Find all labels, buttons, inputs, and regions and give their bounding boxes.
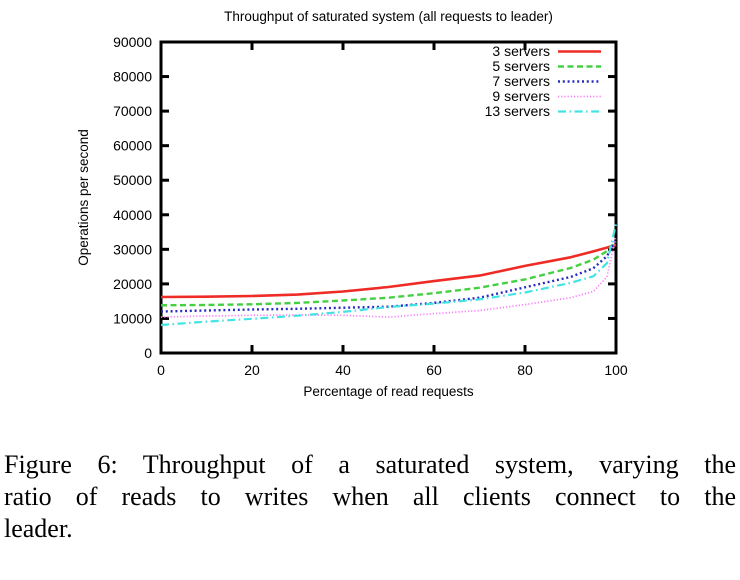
caption-line-3: leader. <box>4 514 73 543</box>
chart-title: Throughput of saturated system (all requ… <box>224 9 553 24</box>
series-line-9-servers <box>160 236 617 318</box>
x-tick-label: 60 <box>426 362 442 378</box>
legend-label-5-servers: 5 servers <box>492 58 550 74</box>
caption-line-2: ratio of reads to writes when all client… <box>4 482 736 511</box>
y-tick-label: 20000 <box>113 276 152 292</box>
y-tick-label: 30000 <box>113 241 152 257</box>
x-tick-label: 80 <box>517 362 533 378</box>
y-tick-label: 90000 <box>113 34 152 50</box>
x-tick-label: 40 <box>335 362 351 378</box>
plot-frame <box>159 40 618 355</box>
y-axis-label: Operations per second <box>76 129 91 266</box>
y-tick-label: 50000 <box>113 172 152 188</box>
throughput-chart: Throughput of saturated system (all requ… <box>76 9 628 399</box>
figure-caption: Figure 6: Throughput of a saturated syst… <box>0 449 740 545</box>
y-tick-label: 0 <box>144 345 152 361</box>
legend-label-3-servers: 3 servers <box>492 43 550 59</box>
x-axis-label: Percentage of read requests <box>303 384 474 399</box>
y-tick-label: 70000 <box>113 103 152 119</box>
y-tick-label: 80000 <box>113 69 152 85</box>
y-tick-label: 60000 <box>113 138 152 154</box>
x-tick-label: 100 <box>604 362 628 378</box>
x-tick-label: 20 <box>244 362 260 378</box>
y-tick-label: 40000 <box>113 207 152 223</box>
figure-6: Throughput of saturated system (all requ… <box>0 9 740 545</box>
legend-label-9-servers: 9 servers <box>492 88 550 104</box>
y-tick-label: 10000 <box>113 310 152 326</box>
legend-label-13-servers: 13 servers <box>485 103 550 119</box>
series-line-3-servers <box>160 243 617 299</box>
x-tick-label: 0 <box>157 362 165 378</box>
series-line-13-servers <box>160 223 618 327</box>
legend-label-7-servers: 7 servers <box>492 73 550 89</box>
series-line-5-servers <box>160 240 617 307</box>
caption-line-1: Figure 6: Throughput of a saturated syst… <box>4 450 736 479</box>
